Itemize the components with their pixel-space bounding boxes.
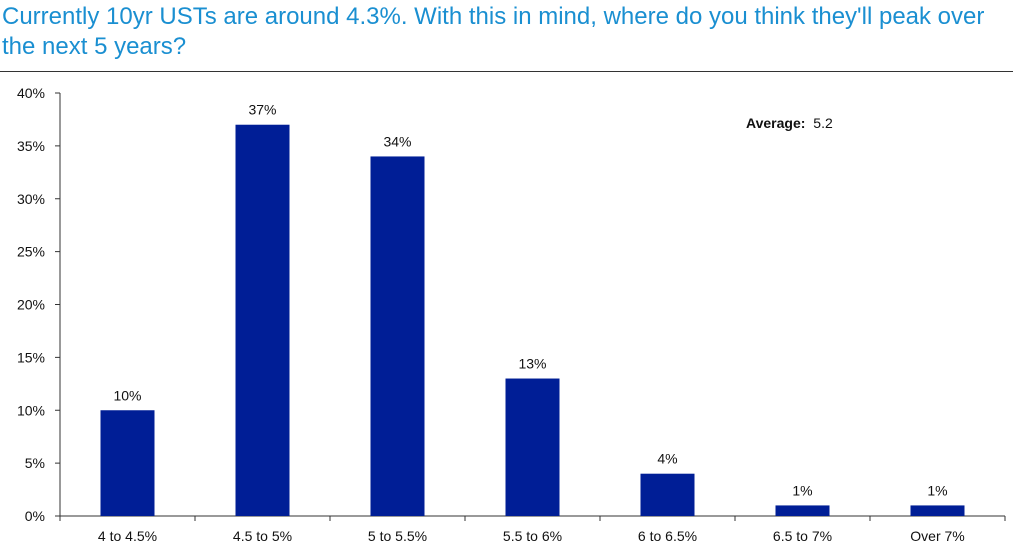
bar-data-label: 1% (792, 482, 812, 498)
bar (640, 473, 695, 516)
bar-data-label: 10% (113, 387, 141, 403)
bar-data-label: 4% (657, 451, 677, 467)
y-tick-label: 35% (17, 138, 45, 154)
x-tick-label: 6 to 6.5% (638, 528, 697, 544)
y-tick-label: 30% (17, 191, 45, 207)
bar (775, 505, 830, 516)
x-tick-label: 5 to 5.5% (368, 528, 427, 544)
y-axis: 0% 5% 10% 15% 20% 25% 30% 35% 40% (17, 85, 61, 524)
x-tick-label: Over 7% (910, 528, 964, 544)
x-axis: 4 to 4.5% 4.5 to 5% 5 to 5.5% 5.5 to 6% 6 to… (59, 515, 1006, 544)
average-value: 5.2 (813, 115, 833, 131)
y-tick-label: 25% (17, 244, 45, 260)
bars (100, 124, 965, 516)
y-tick-label: 0% (25, 508, 45, 524)
bar (910, 505, 965, 516)
bar-data-label: 1% (927, 482, 947, 498)
y-tick-label: 5% (25, 455, 45, 471)
title-divider (0, 71, 1013, 72)
data-labels: 10% 37% 34% 13% 4% 1% 1% (113, 102, 947, 499)
bar (100, 410, 155, 516)
bar (370, 156, 425, 516)
average-label: Average: (746, 115, 805, 131)
y-tick-label: 10% (17, 402, 45, 418)
average-annotation: Average: 5.2 (746, 115, 833, 131)
x-tick-label: 5.5 to 6% (503, 528, 562, 544)
bar-data-label: 34% (383, 133, 411, 149)
y-tick-label: 15% (17, 349, 45, 365)
bar-data-label: 13% (518, 356, 546, 372)
bar-data-label: 37% (248, 102, 276, 118)
y-tick-label: 40% (17, 85, 45, 101)
bar (505, 378, 560, 516)
y-tick-label: 20% (17, 297, 45, 313)
chart-title: Currently 10yr USTs are around 4.3%. Wit… (2, 3, 985, 60)
x-tick-label: 6.5 to 7% (773, 528, 832, 544)
x-tick-label: 4.5 to 5% (233, 528, 292, 544)
x-tick-label: 4 to 4.5% (98, 528, 157, 544)
bar (235, 124, 290, 516)
